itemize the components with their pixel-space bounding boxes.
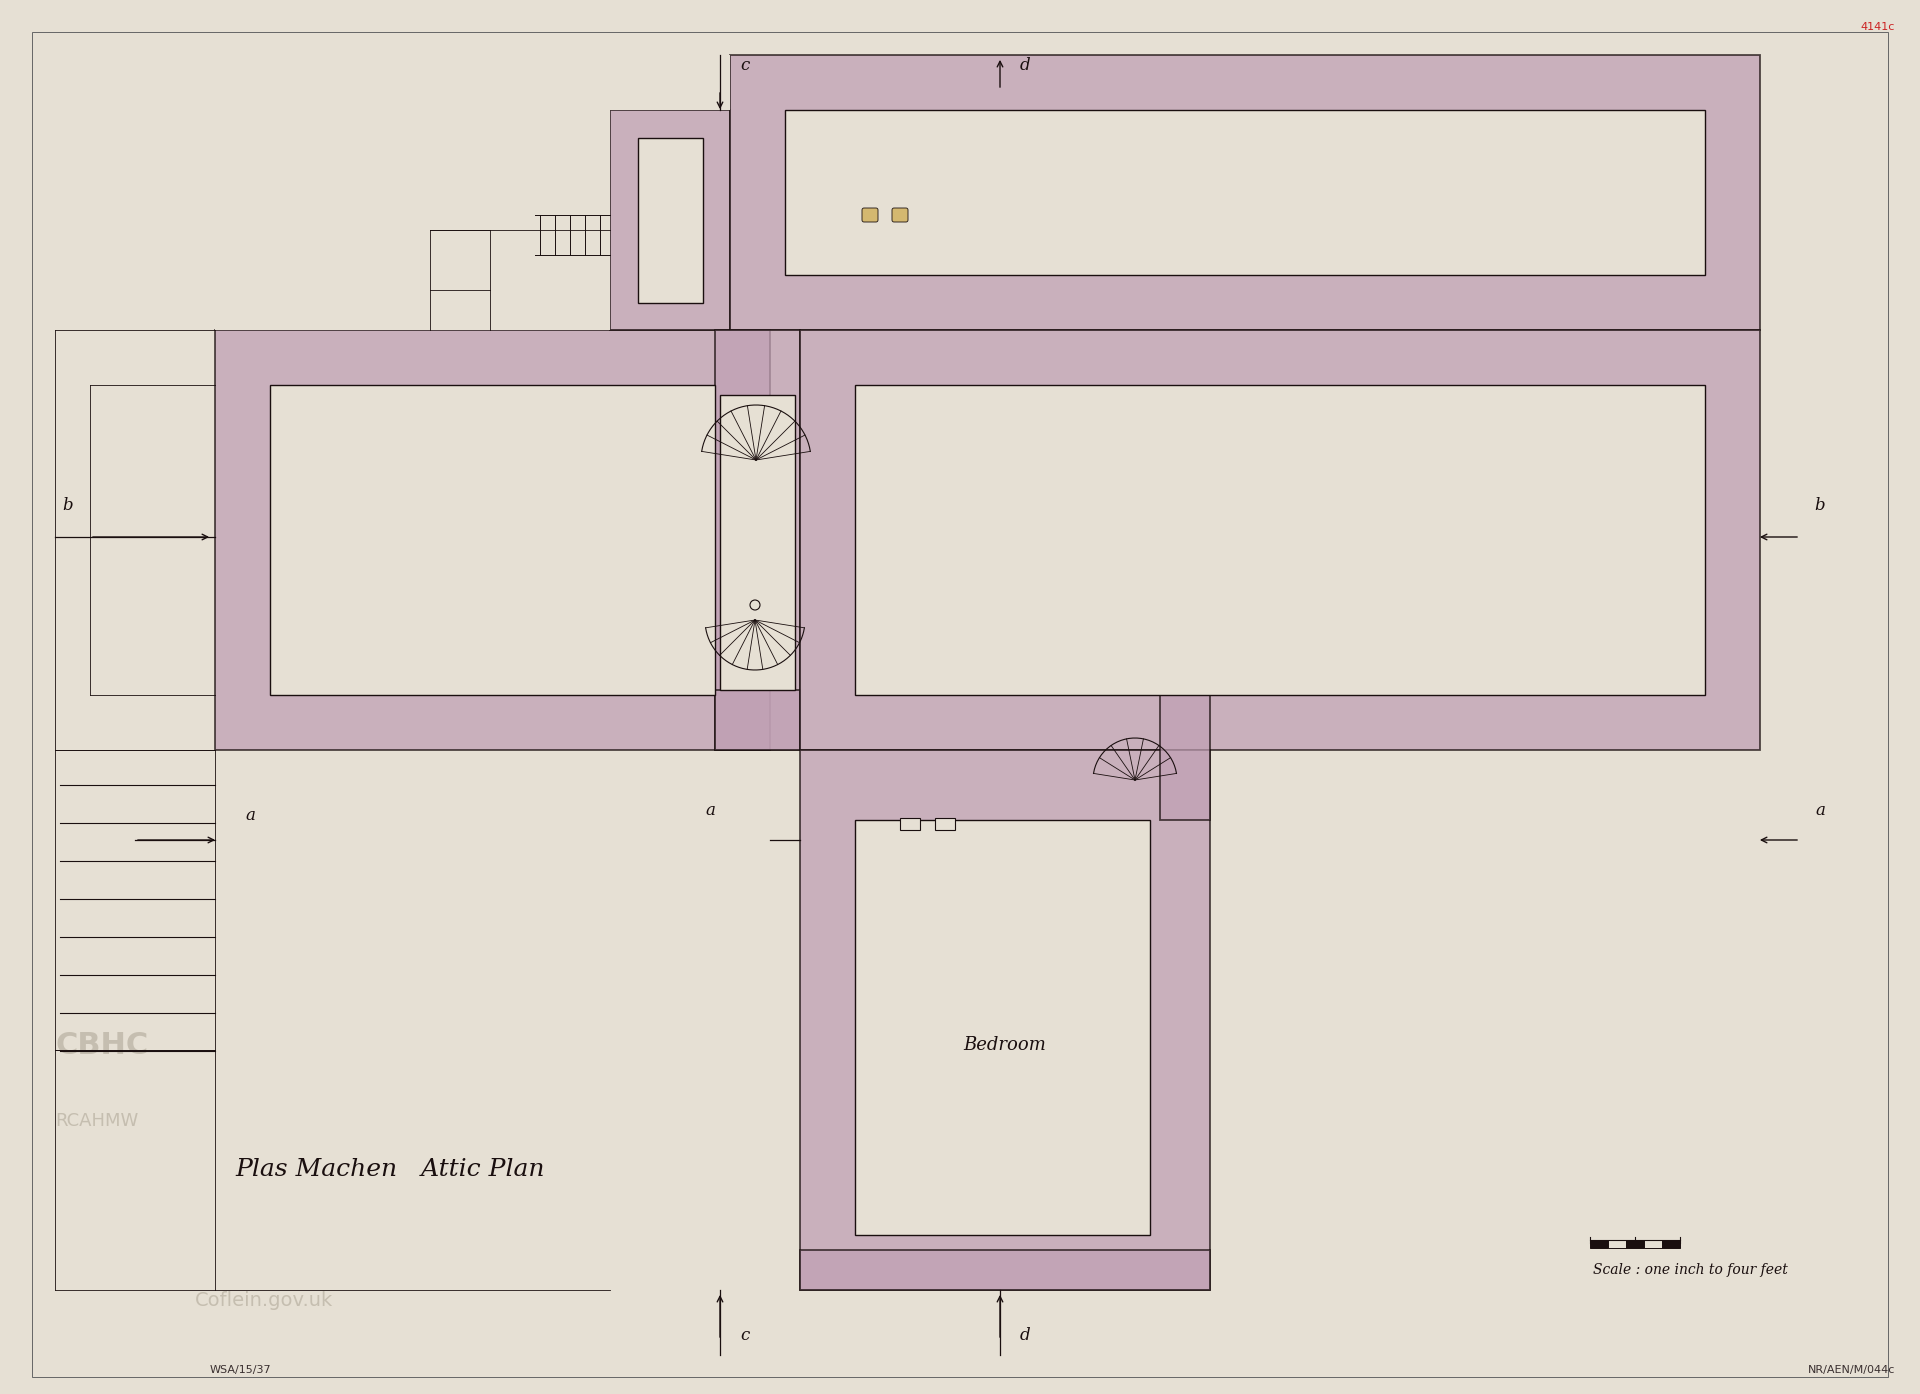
Bar	[1590, 1241, 1609, 1248]
Text: WSA/15/37: WSA/15/37	[209, 1365, 271, 1374]
Bar	[1160, 696, 1210, 820]
Bar	[271, 385, 714, 696]
Bar	[1663, 1241, 1680, 1248]
Bar	[215, 54, 611, 330]
Bar	[1609, 1241, 1626, 1248]
Text: d: d	[1020, 1327, 1031, 1344]
Bar	[714, 690, 801, 750]
Bar	[215, 330, 770, 750]
Text: a: a	[705, 802, 714, 820]
Text: 4141c: 4141c	[1860, 22, 1895, 32]
Text: b: b	[63, 498, 73, 514]
Bar	[900, 818, 920, 829]
Bar	[801, 330, 1761, 750]
Bar	[1626, 1241, 1644, 1248]
Bar	[854, 820, 1150, 1235]
Text: a: a	[246, 807, 255, 824]
Text: Coflein.gov.uk: Coflein.gov.uk	[196, 1291, 334, 1310]
Bar	[1644, 1241, 1663, 1248]
Text: d: d	[1020, 57, 1031, 74]
Bar	[801, 1250, 1210, 1289]
Text: RCAHMW: RCAHMW	[56, 1112, 138, 1131]
Text: NR/AEN/M/044c: NR/AEN/M/044c	[1807, 1365, 1895, 1374]
Bar	[730, 54, 1761, 330]
Text: c: c	[741, 1327, 749, 1344]
Text: Bedroom: Bedroom	[964, 1036, 1046, 1054]
Bar	[801, 750, 1210, 1289]
Bar	[611, 110, 730, 330]
FancyBboxPatch shape	[862, 208, 877, 222]
Text: Scale : one inch to four feet: Scale : one inch to four feet	[1592, 1263, 1788, 1277]
Text: Plas Machen   Attic Plan: Plas Machen Attic Plan	[236, 1158, 545, 1182]
Bar	[714, 330, 801, 750]
Bar	[637, 138, 703, 302]
Text: CBHC: CBHC	[56, 1032, 148, 1059]
FancyBboxPatch shape	[893, 208, 908, 222]
Bar	[935, 818, 954, 829]
Bar	[785, 110, 1705, 275]
Bar	[854, 385, 1705, 696]
Bar	[611, 54, 730, 110]
Text: c: c	[741, 57, 749, 74]
Text: b: b	[1814, 498, 1826, 514]
Text: a: a	[1814, 802, 1824, 820]
Bar	[720, 395, 795, 690]
